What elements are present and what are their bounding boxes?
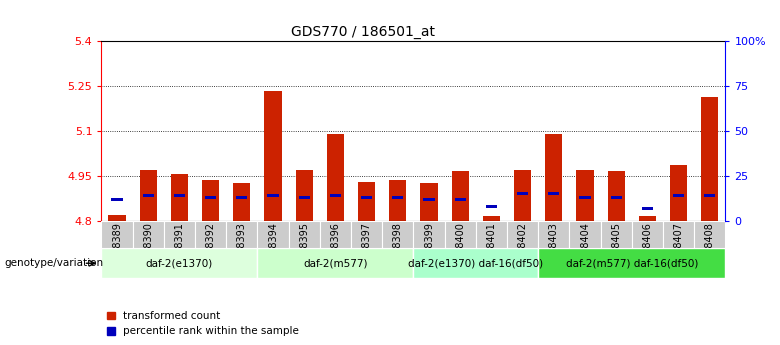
Bar xyxy=(413,248,538,278)
Bar xyxy=(205,196,216,199)
Bar xyxy=(143,194,154,197)
Text: GSM28401: GSM28401 xyxy=(487,222,496,275)
Bar xyxy=(101,248,257,278)
Bar xyxy=(202,180,219,221)
Bar xyxy=(389,180,406,221)
Bar xyxy=(133,221,164,248)
Text: GSM28408: GSM28408 xyxy=(705,222,714,275)
Bar xyxy=(538,248,725,278)
Bar xyxy=(517,193,528,195)
Bar xyxy=(452,171,469,221)
Bar xyxy=(112,198,122,201)
Bar xyxy=(642,207,653,210)
Bar xyxy=(701,97,718,221)
Bar xyxy=(514,170,531,221)
Text: daf-2(e1370) daf-16(df50): daf-2(e1370) daf-16(df50) xyxy=(408,258,544,268)
Bar xyxy=(455,198,466,201)
Text: GSM28392: GSM28392 xyxy=(206,222,215,275)
Bar xyxy=(632,221,663,248)
Bar xyxy=(327,134,344,221)
Bar xyxy=(140,170,157,221)
Text: GSM28405: GSM28405 xyxy=(612,222,621,275)
Bar xyxy=(413,221,445,248)
Bar xyxy=(548,193,559,195)
Bar xyxy=(424,198,434,201)
Bar xyxy=(320,221,351,248)
Bar xyxy=(233,184,250,221)
Text: GSM28398: GSM28398 xyxy=(393,222,402,275)
Text: daf-2(m577): daf-2(m577) xyxy=(303,258,367,268)
Bar xyxy=(361,196,372,199)
Bar xyxy=(257,221,289,248)
Text: GSM28394: GSM28394 xyxy=(268,222,278,275)
Text: GSM28397: GSM28397 xyxy=(362,222,371,275)
Bar xyxy=(545,134,562,221)
Text: GSM28395: GSM28395 xyxy=(300,222,309,275)
Bar xyxy=(445,221,476,248)
Bar xyxy=(704,194,715,197)
Bar xyxy=(351,221,382,248)
Title: GDS770 / 186501_at: GDS770 / 186501_at xyxy=(292,25,435,39)
Text: GSM28406: GSM28406 xyxy=(643,222,652,275)
Bar xyxy=(299,196,310,199)
Text: GSM28403: GSM28403 xyxy=(549,222,558,275)
Bar xyxy=(330,194,341,197)
Text: GSM28399: GSM28399 xyxy=(424,222,434,275)
Bar xyxy=(257,248,413,278)
Bar xyxy=(663,221,694,248)
Bar xyxy=(538,221,569,248)
Bar xyxy=(580,196,590,199)
Text: GSM28402: GSM28402 xyxy=(518,222,527,275)
Bar xyxy=(483,216,500,221)
Text: daf-2(m577) daf-16(df50): daf-2(m577) daf-16(df50) xyxy=(566,258,698,268)
Bar xyxy=(576,170,594,221)
Bar xyxy=(601,221,632,248)
Text: genotype/variation: genotype/variation xyxy=(4,258,103,268)
Bar xyxy=(108,215,126,221)
Bar xyxy=(611,196,622,199)
Bar xyxy=(569,221,601,248)
Bar xyxy=(264,91,282,221)
Text: GSM28407: GSM28407 xyxy=(674,222,683,275)
Bar xyxy=(420,184,438,221)
Bar xyxy=(608,171,625,221)
Bar xyxy=(486,205,497,208)
Bar xyxy=(670,166,687,221)
Bar xyxy=(673,194,684,197)
Bar xyxy=(392,196,403,199)
Text: GSM28393: GSM28393 xyxy=(237,222,246,275)
Bar xyxy=(164,221,195,248)
Text: daf-2(e1370): daf-2(e1370) xyxy=(146,258,213,268)
Text: GSM28404: GSM28404 xyxy=(580,222,590,275)
Bar xyxy=(296,170,313,221)
Text: GSM28390: GSM28390 xyxy=(144,222,153,275)
Text: GSM28389: GSM28389 xyxy=(112,222,122,275)
Bar xyxy=(268,194,278,197)
Bar xyxy=(289,221,320,248)
Bar xyxy=(226,221,257,248)
Bar xyxy=(382,221,413,248)
Bar xyxy=(195,221,226,248)
Bar xyxy=(358,182,375,221)
Text: GSM28396: GSM28396 xyxy=(331,222,340,275)
Bar xyxy=(101,221,133,248)
Bar xyxy=(174,194,185,197)
Bar xyxy=(507,221,538,248)
Bar xyxy=(171,175,188,221)
Bar xyxy=(236,196,247,199)
Bar xyxy=(476,221,507,248)
Legend: transformed count, percentile rank within the sample: transformed count, percentile rank withi… xyxy=(107,311,300,336)
Bar xyxy=(694,221,725,248)
Text: GSM28391: GSM28391 xyxy=(175,222,184,275)
Bar xyxy=(639,216,656,221)
Text: GSM28400: GSM28400 xyxy=(456,222,465,275)
